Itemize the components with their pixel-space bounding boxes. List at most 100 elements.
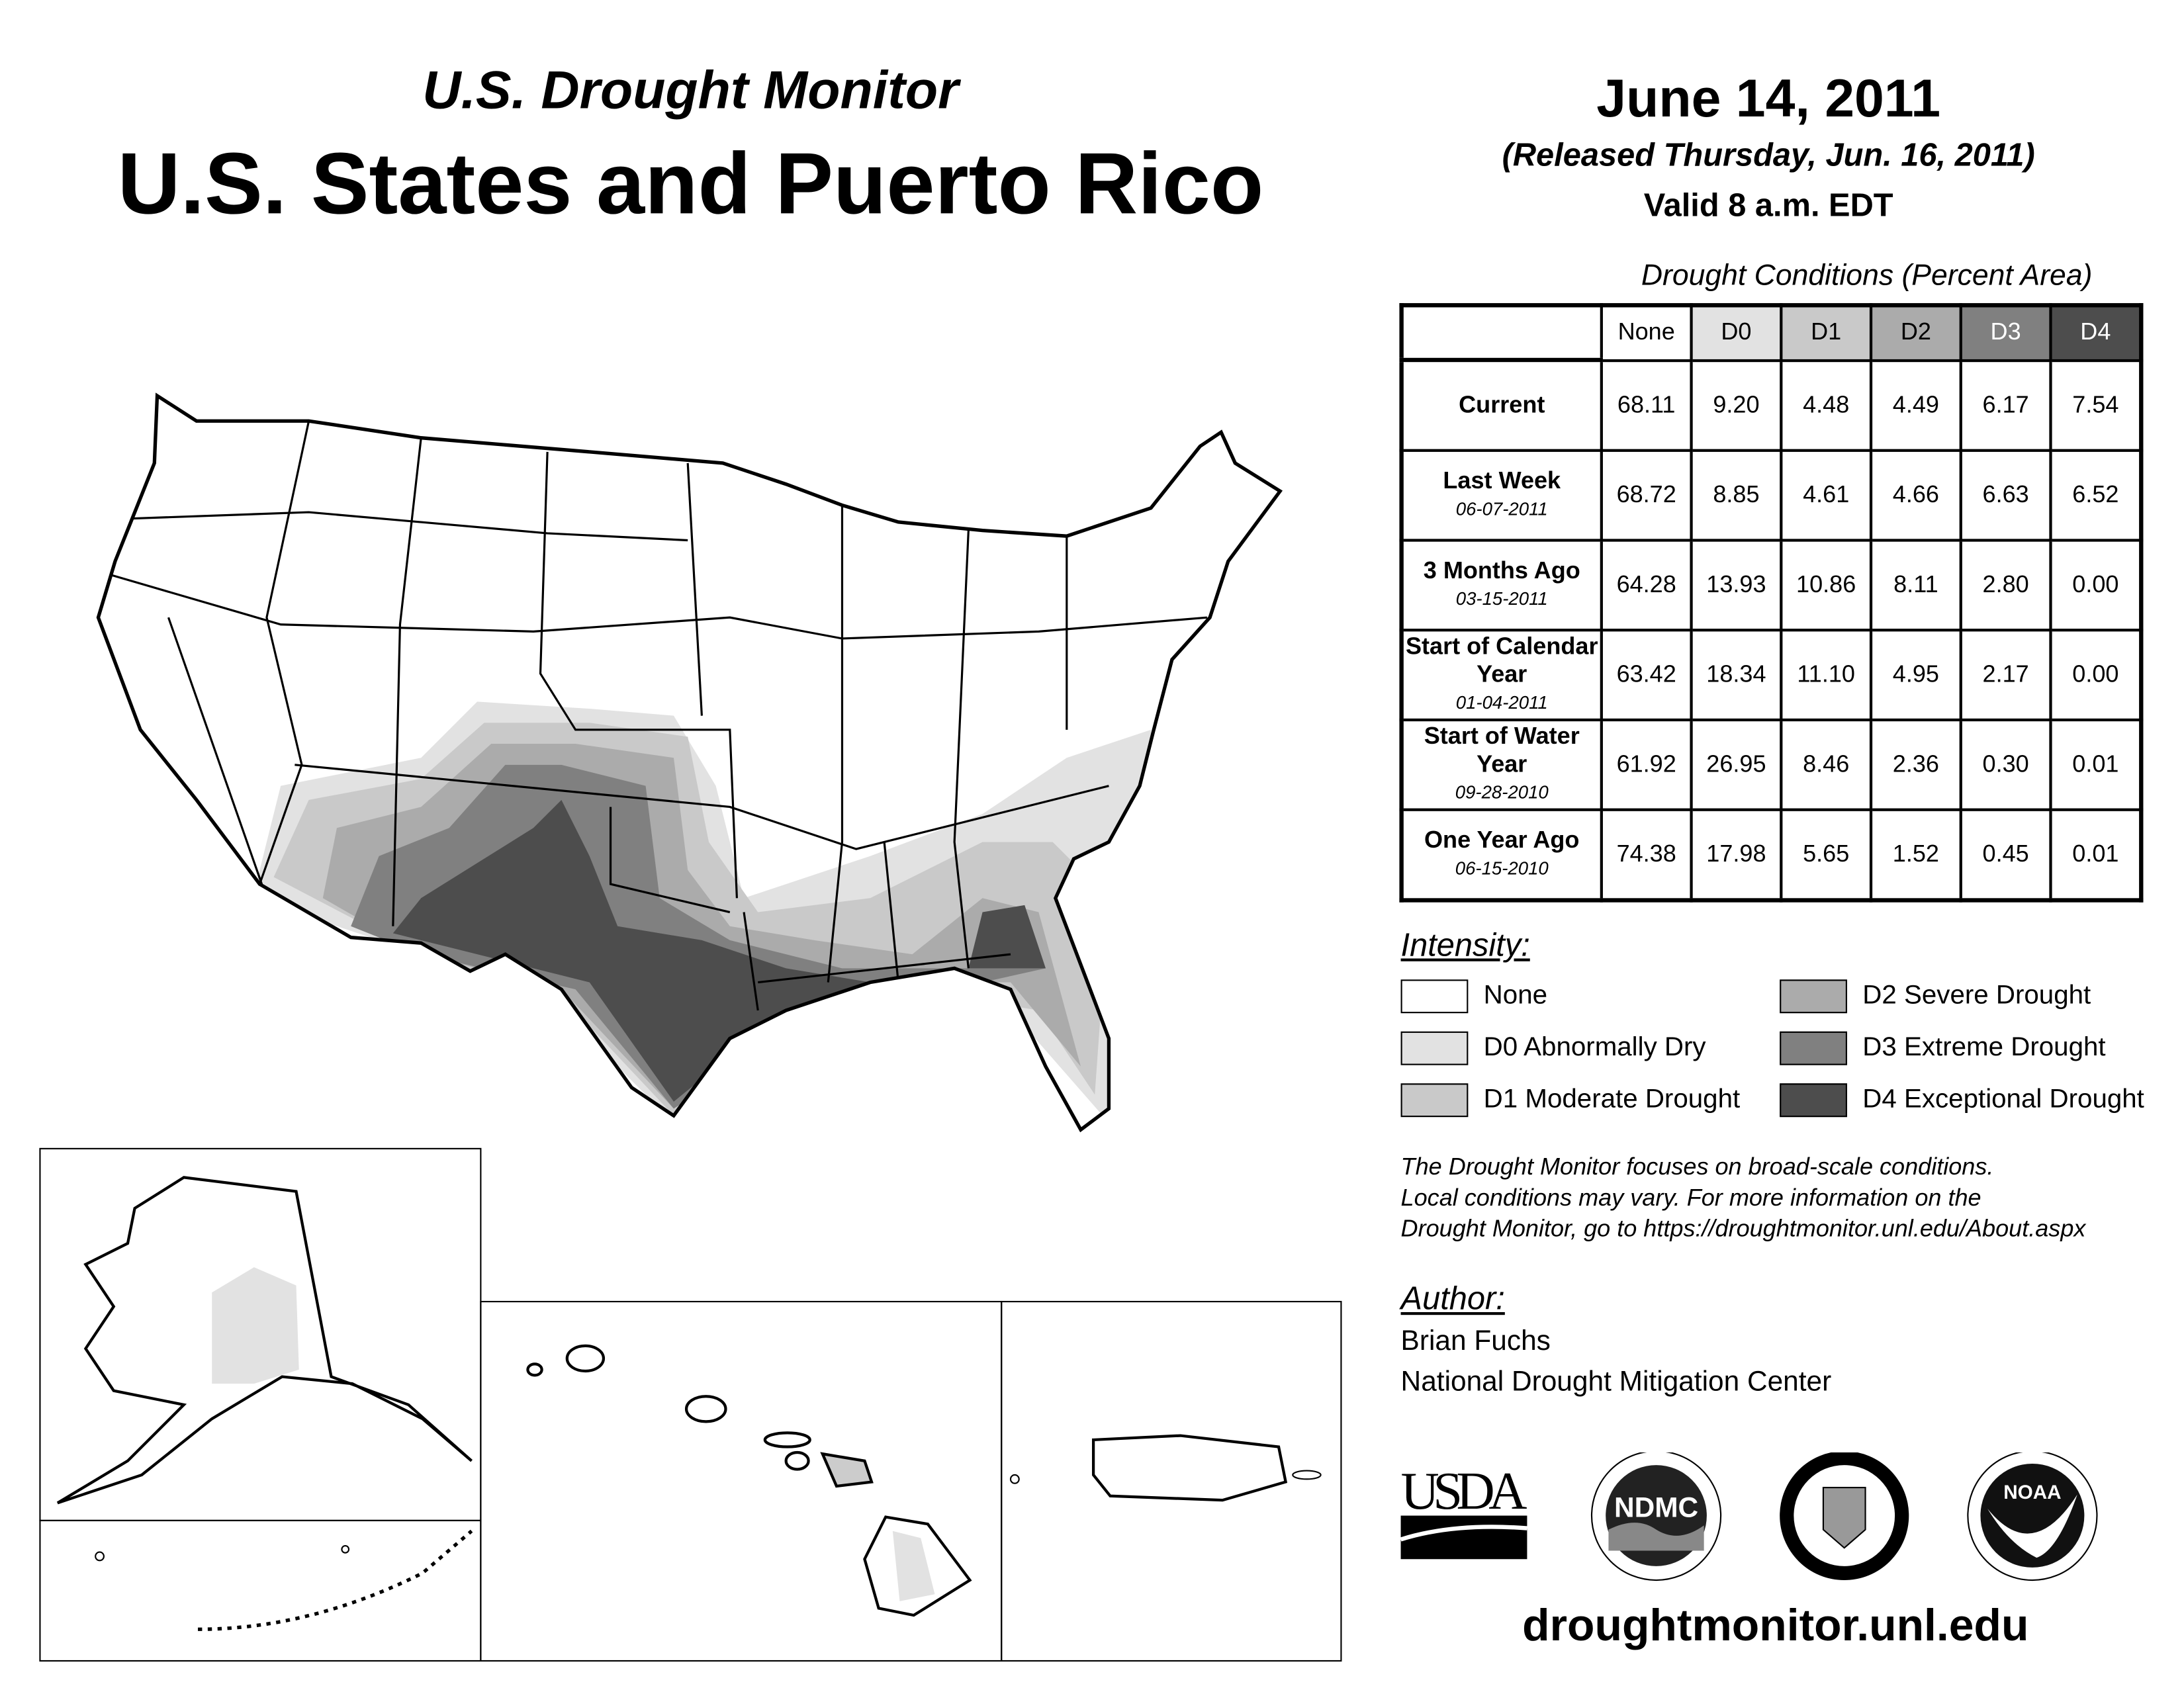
row-date: 03-15-2011 <box>1455 588 1548 609</box>
hawaii-inset <box>480 1300 1003 1662</box>
agency-logos: USDA NDMC NOAA <box>1400 1452 2098 1581</box>
row-label: Current <box>1400 358 1603 452</box>
drought-conditions-table: None D0 D1 D2 D3 D4 Current 68.11 9.20 4.48 4.49 6… <box>1399 303 2144 903</box>
disclaimer: The Drought Monitor focuses on broad-sca… <box>1401 1152 2086 1245</box>
row-label: One Year Ago 06-15-2010 <box>1400 808 1603 902</box>
table-cell: 2.36 <box>1869 718 1962 811</box>
row-label-text: One Year Ago <box>1424 826 1580 854</box>
table-cell: 18.34 <box>1690 629 1783 722</box>
legend-label: D3 Extreme Drought <box>1862 1032 2106 1063</box>
legend-swatch <box>1780 979 1847 1014</box>
intensity-heading: Intensity: <box>1400 926 1530 963</box>
valid-time: Valid 8 a.m. EDT <box>1643 187 1893 224</box>
usda-logo: USDA <box>1400 1462 1527 1560</box>
disclaimer-line: The Drought Monitor focuses on broad-sca… <box>1400 1153 1994 1180</box>
aleutian-islands-map <box>95 1529 473 1631</box>
table-cell: 4.48 <box>1780 358 1873 452</box>
table-cell: 64.28 <box>1600 539 1693 632</box>
svg-text:NOAA: NOAA <box>2003 1482 2061 1503</box>
table-row: One Year Ago 06-15-2010 74.38 17.98 5.65 1.52… <box>1400 808 2143 902</box>
table-corner <box>1401 305 1602 363</box>
table-cell: 68.11 <box>1600 358 1693 452</box>
table-cell: 11.10 <box>1780 629 1873 722</box>
table-cell: 6.17 <box>1959 358 2052 452</box>
puerto-rico-map <box>1009 1434 1322 1502</box>
table-row: Current 68.11 9.20 4.48 4.49 6.17 7.54 <box>1400 358 2143 452</box>
column-header-d0: D0 <box>1690 304 1783 362</box>
row-label-text: Start of Calendar Year <box>1405 633 1598 688</box>
row-label: Start of Calendar Year 01-04-2011 <box>1400 629 1603 722</box>
table-cell: 0.01 <box>2049 808 2143 902</box>
legend-swatch <box>1780 1083 1847 1118</box>
table-cell: 17.98 <box>1690 808 1783 902</box>
table-row: 3 Months Ago 03-15-2011 64.28 13.93 10.86 8.1… <box>1400 539 2143 632</box>
row-label: Last Week 06-07-2011 <box>1400 449 1603 542</box>
table-cell: 2.80 <box>1959 539 2052 632</box>
table-cell: 2.17 <box>1959 629 2052 722</box>
state-boundaries <box>112 420 1208 1011</box>
table-cell: 61.92 <box>1600 718 1693 811</box>
author-org: National Drought Mitigation Center <box>1400 1366 1832 1398</box>
hawaii-map <box>526 1344 972 1617</box>
ndmc-logo: NDMC <box>1590 1452 1722 1581</box>
table-cell: 1.52 <box>1869 808 1962 902</box>
row-date: 06-15-2010 <box>1455 857 1549 879</box>
legend-swatch <box>1400 979 1469 1014</box>
website-link[interactable]: droughtmonitor.unl.edu <box>1522 1599 2029 1651</box>
table-cell: 8.11 <box>1869 539 1962 632</box>
table-cell: 74.38 <box>1600 808 1693 902</box>
table-cell: 13.93 <box>1690 539 1783 632</box>
drought-areas <box>252 701 1165 1123</box>
row-label-text: Current <box>1459 391 1545 418</box>
row-label-text: 3 Months Ago <box>1423 556 1580 584</box>
table-cell: 4.66 <box>1869 449 1962 542</box>
release-date: (Released Thursday, Jun. 16, 2011) <box>1502 136 2035 173</box>
table-cell: 0.45 <box>1959 808 2052 902</box>
row-date: 01-04-2011 <box>1455 691 1548 713</box>
table-cell: 0.00 <box>2049 629 2143 722</box>
row-label: Start of Water Year 09-28-2010 <box>1400 718 1603 811</box>
map-subtitle: U.S. Drought Monitor <box>422 62 959 121</box>
table-cell: 0.30 <box>1959 718 2052 811</box>
author-name: Brian Fuchs <box>1400 1326 1551 1357</box>
legend-label: None <box>1483 981 1548 1010</box>
table-cell: 63.42 <box>1600 629 1693 722</box>
map-title: U.S. States and Puerto Rico <box>117 136 1264 234</box>
column-header-d2: D2 <box>1869 304 1962 362</box>
table-cell: 8.46 <box>1780 718 1873 811</box>
table-cell: 6.63 <box>1959 449 2052 542</box>
table-cell: 0.01 <box>2049 718 2143 811</box>
row-label-text: Last Week <box>1443 467 1561 494</box>
d0-area <box>892 1531 935 1601</box>
map-date: June 14, 2011 <box>1596 70 1941 130</box>
department-of-commerce-seal <box>1780 1452 1909 1580</box>
noaa-logo: NOAA <box>1967 1452 2098 1581</box>
row-label-text: Start of Water Year <box>1424 723 1580 777</box>
legend-label: D0 Abnormally Dry <box>1483 1032 1706 1063</box>
table-cell: 0.00 <box>2049 539 2143 632</box>
column-header-d1: D1 <box>1780 304 1873 362</box>
table-cell: 4.95 <box>1869 629 1962 722</box>
table-cell: 26.95 <box>1690 718 1783 811</box>
table-cell: 5.65 <box>1780 808 1873 902</box>
table-cell: 68.72 <box>1600 449 1693 542</box>
column-header-none: None <box>1600 304 1693 362</box>
svg-text:USDA: USDA <box>1401 1462 1527 1521</box>
table-row: Start of Calendar Year 01-04-2011 63.42 18.… <box>1400 629 2143 722</box>
table-caption: Drought Conditions (Percent Area) <box>1641 259 2093 292</box>
row-date: 09-28-2010 <box>1455 781 1549 803</box>
legend-label: D2 Severe Drought <box>1862 981 2091 1010</box>
legend-label: D4 Exceptional Drought <box>1862 1085 2144 1114</box>
table-row: Last Week 06-07-2011 68.72 8.85 4.61 4.66 6.63… <box>1400 449 2143 542</box>
disclaimer-line: Local conditions may vary. For more info… <box>1400 1184 1981 1212</box>
column-header-d3: D3 <box>1959 304 2052 362</box>
puerto-rico-inset <box>1001 1300 1342 1662</box>
legend-label: D1 Moderate Drought <box>1483 1085 1741 1114</box>
d4-area <box>392 799 1046 1102</box>
table-cell: 9.20 <box>1690 358 1783 452</box>
aleutians-inset <box>39 1519 482 1662</box>
table-cell: 4.49 <box>1869 358 1962 452</box>
column-header-d4: D4 <box>2049 304 2143 362</box>
legend-swatch <box>1400 1083 1469 1118</box>
